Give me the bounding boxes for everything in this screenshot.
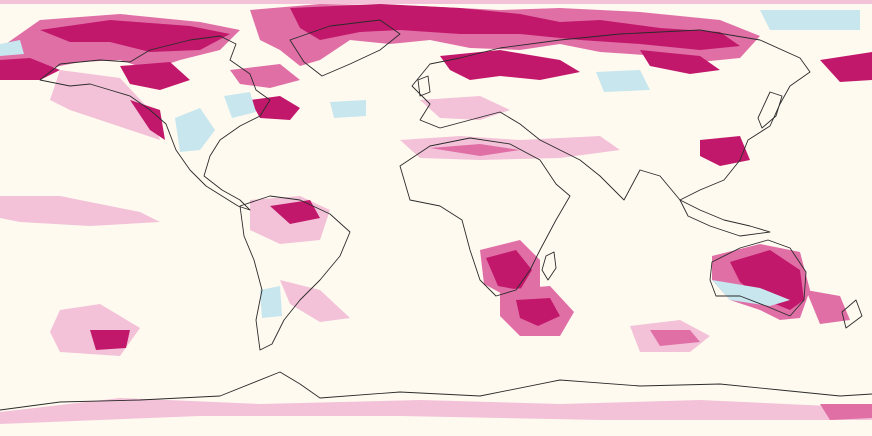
region-north-africa	[400, 136, 750, 166]
coast-uk	[417, 75, 431, 97]
anomaly-layer	[0, 0, 872, 424]
coastlines	[0, 19, 872, 411]
coast-south-america	[239, 195, 351, 351]
coast-greenland	[289, 19, 401, 77]
coast-indonesia	[679, 199, 771, 237]
region-arctic-north-america	[0, 14, 240, 140]
coast-eurasia	[411, 29, 811, 201]
region-south-america	[0, 196, 350, 322]
coast-australia	[709, 239, 807, 317]
coast-madagascar	[541, 251, 557, 281]
coast-new-zealand	[841, 299, 863, 329]
coast-antarctica	[0, 371, 872, 411]
region-arctic-greenland	[250, 4, 760, 66]
region-arctic-siberia	[440, 50, 872, 82]
region-western-europe	[230, 64, 510, 120]
region-southern-africa	[480, 240, 574, 336]
region-eastern-north-america	[0, 10, 860, 318]
coast-africa	[399, 137, 571, 297]
coast-north-america	[39, 35, 271, 211]
coast-japan	[757, 91, 783, 129]
region-south-indian-ocean	[50, 304, 710, 356]
region-australia	[712, 244, 850, 324]
region-antarctica	[0, 0, 872, 424]
